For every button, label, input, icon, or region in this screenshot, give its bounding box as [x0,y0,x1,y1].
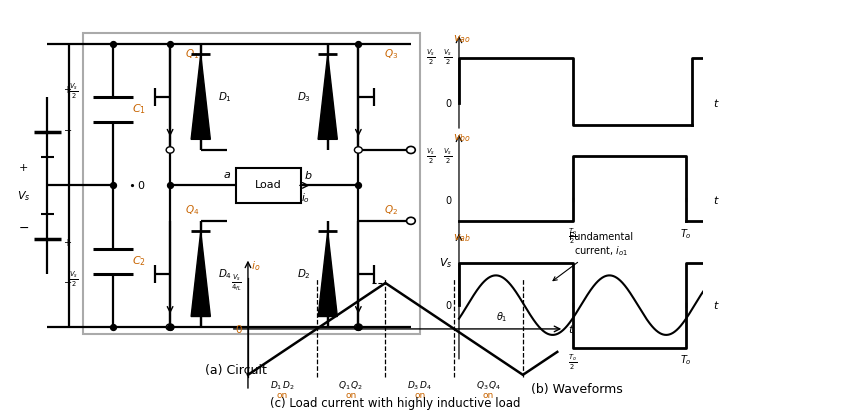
Text: $t$: $t$ [712,299,719,311]
Text: on: on [414,391,425,400]
Text: $T_o$: $T_o$ [680,353,692,367]
Polygon shape [191,232,210,316]
Text: $t$: $t$ [712,194,719,206]
Point [163,324,177,330]
Text: $\frac{V_s}{4_{fL}}$: $\frac{V_s}{4_{fL}}$ [232,273,242,293]
Text: Load: Load [255,180,282,190]
Text: $Q_2$: $Q_2$ [384,203,398,217]
Point [352,40,365,47]
Text: on: on [277,391,288,400]
Text: $T_o$: $T_o$ [680,227,692,241]
Text: $\frac{T_o}{2}$: $\frac{T_o}{2}$ [568,353,577,372]
Text: $Q_1\,Q_2$: $Q_1\,Q_2$ [338,379,364,392]
Circle shape [166,324,174,330]
Polygon shape [318,232,338,316]
Text: $\frac{V_s}{2}$: $\frac{V_s}{2}$ [69,82,78,101]
Text: $Q_3$: $Q_3$ [384,47,398,61]
Text: $D_1$: $D_1$ [218,90,232,104]
Point [352,324,365,330]
Circle shape [407,217,415,225]
Text: $0$: $0$ [445,194,452,206]
Text: $\bullet\;0$: $\bullet\;0$ [129,179,147,192]
Text: $+$: $+$ [62,84,72,95]
Text: $\frac{V_s}{2}$: $\frac{V_s}{2}$ [69,269,78,289]
Text: $D_4$: $D_4$ [218,267,232,281]
Point [106,324,120,330]
Text: $a$: $a$ [223,170,231,180]
Text: $Q_3\,Q_4$: $Q_3\,Q_4$ [476,379,501,392]
Text: $D_3$: $D_3$ [296,90,311,104]
Circle shape [354,147,362,153]
Text: $i_o$: $i_o$ [301,191,311,205]
Circle shape [166,147,174,153]
Text: $+$: $+$ [19,162,29,173]
Point [163,182,177,189]
Text: $C_1$: $C_1$ [132,102,147,116]
Text: $+$: $+$ [62,236,72,248]
Text: $Q_1$: $Q_1$ [185,47,199,61]
Point [352,182,365,189]
Text: on: on [483,391,494,400]
Text: $0$: $0$ [445,299,452,311]
Text: $-$: $-$ [62,124,72,134]
Text: Fundamental
current, $i_{o1}$: Fundamental current, $i_{o1}$ [553,232,633,281]
Text: $v_{ab}$: $v_{ab}$ [453,232,472,244]
Text: $t$: $t$ [712,97,719,109]
Text: on: on [345,391,357,400]
Polygon shape [191,54,210,139]
Text: $\frac{V_s}{2}$: $\frac{V_s}{2}$ [443,146,452,166]
Text: (c) Load current with highly inductive load: (c) Load current with highly inductive l… [270,397,521,410]
Text: $V_s$: $V_s$ [439,256,452,269]
Text: $\frac{V_s}{2}$: $\frac{V_s}{2}$ [426,48,435,68]
Text: $v_{ao}$: $v_{ao}$ [453,33,471,45]
Text: $\theta_1$: $\theta_1$ [496,310,508,324]
Text: $-$: $-$ [62,276,72,286]
Text: (a) Circuit: (a) Circuit [205,364,267,377]
Point [106,182,120,189]
Text: $\frac{V_s}{2}$: $\frac{V_s}{2}$ [426,146,435,166]
Text: $D_3\,D_4$: $D_3\,D_4$ [408,379,433,392]
Text: $V_s$: $V_s$ [17,189,30,203]
Text: $D_2$: $D_2$ [296,267,311,281]
Circle shape [354,324,362,330]
Point [163,40,177,47]
Text: $b$: $b$ [304,169,312,181]
Circle shape [407,146,415,154]
Text: $D_1\,D_2$: $D_1\,D_2$ [269,379,295,392]
Bar [236,168,301,203]
Text: $\frac{V_s}{2}$: $\frac{V_s}{2}$ [443,48,452,68]
Bar [83,33,419,334]
Text: $Q_4$: $Q_4$ [184,203,200,217]
Text: $\frac{T_o}{2}$: $\frac{T_o}{2}$ [568,227,577,246]
Text: $0$: $0$ [235,323,242,335]
Polygon shape [318,54,338,139]
Text: $v_{bo}$: $v_{bo}$ [453,132,472,144]
Point [106,40,120,47]
Text: $C_2$: $C_2$ [132,255,147,269]
Text: (b) Waveforms: (b) Waveforms [531,382,622,396]
Text: $-$: $-$ [18,221,29,234]
Text: $t$: $t$ [568,323,574,335]
Text: $i_o$: $i_o$ [252,259,261,273]
Text: $0$: $0$ [445,97,452,109]
